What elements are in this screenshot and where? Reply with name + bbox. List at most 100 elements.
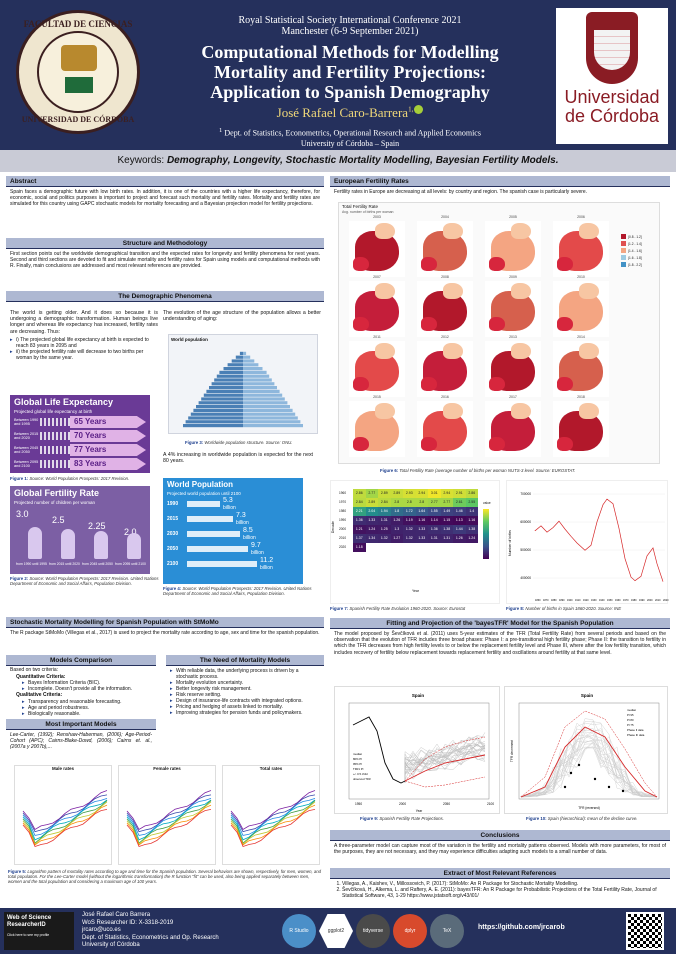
heatmap-cell: 1.32 — [403, 525, 416, 534]
tool-logo-icon: tidyverse — [356, 914, 390, 948]
heatmap-cell: 1.36 — [353, 516, 366, 525]
pyramid-bar-male — [240, 352, 243, 355]
left-column: Abstract Spain faces a demographic futur… — [6, 176, 324, 302]
plot-frame — [519, 703, 659, 799]
people-icon — [40, 418, 70, 426]
heatmap-cell — [378, 543, 391, 552]
heatmap-cell: 1.33 — [416, 534, 429, 543]
wp-bar — [187, 531, 240, 537]
wp-unit: billion — [251, 550, 264, 556]
heatmap-cell: 1.94 — [378, 507, 391, 516]
heatmap-cell: 1.38 — [466, 525, 479, 534]
faculty-seal-logo: FACULTAD DE CIENCIAS UNIVERSIDAD DE CÓRD… — [16, 10, 140, 134]
pyramid-bar-female — [243, 356, 250, 359]
tool-logo-icon: dplyr — [393, 914, 427, 948]
heatmap-cell: 1.64 — [416, 507, 429, 516]
map-region — [579, 343, 599, 359]
lower-pi-line — [405, 777, 485, 787]
fig5-text: Logarithm pattern of mortality rates acc… — [8, 869, 321, 884]
gle-value: 77 Years — [70, 444, 146, 456]
heatmap-cell: 1.33 — [416, 525, 429, 534]
european-intro: Fertility rates in Europe are decreasing… — [330, 187, 670, 197]
wp-unit: billion — [260, 565, 273, 571]
legend-label: (1.2 - 1.4] — [628, 242, 642, 246]
pyramid-bar-female — [243, 375, 269, 378]
fig1-text: Source: World Population Prospects: 2017… — [29, 476, 129, 481]
wos-line-3[interactable]: Click here to see my profile — [7, 932, 71, 939]
heatmap-cell: 2.21 — [353, 507, 366, 516]
fig10-text: Spain (hierarchical): mean of the declin… — [548, 816, 638, 821]
fig8-text: Number of births in Spain 1860-2020. Sou… — [525, 606, 621, 611]
tfr-xtick: 2000 — [399, 802, 406, 806]
github-link[interactable]: https://github.com/jrcarob — [478, 924, 608, 931]
births-xtick: 1970 — [623, 599, 629, 602]
gfr-column: 2.5 from 2015 until 2020 — [49, 505, 81, 573]
pyramid-bar-male — [232, 359, 243, 362]
qr-code-icon[interactable] — [626, 912, 664, 950]
heatmap-cell: 1.33 — [366, 516, 379, 525]
wp-unit: billion — [243, 535, 256, 541]
map-region — [489, 377, 505, 391]
map-year: 2017 — [485, 395, 541, 399]
footer-dept-1: Dept. of Statistics, Econometrics and Op… — [82, 935, 282, 943]
map-region — [557, 437, 573, 451]
heatmap-cell: 2.04 — [366, 507, 379, 516]
tfr-trajectory — [405, 736, 485, 783]
figure-6-caption: Figure 6: Total Fertility Rate (average … — [380, 468, 660, 473]
pyramid-bar-male — [209, 386, 243, 389]
heatmap-decade-label: 1970 — [339, 498, 353, 507]
europe-map: 2005 — [485, 221, 541, 277]
wp-title: World Population — [163, 478, 303, 491]
wp-bar — [187, 501, 220, 507]
europe-map: 2010 — [553, 281, 609, 337]
wp-value-block: 5.3 billion — [223, 497, 236, 512]
fig6-text: Total Fertility Rate (average number of … — [399, 468, 575, 473]
europe-map: 2008 — [417, 281, 473, 337]
heatmap-cell: 2.86 — [466, 489, 479, 498]
heatmap-cell: 1.4 — [466, 507, 479, 516]
uco-logo-text: Universidad de Córdoba — [556, 88, 668, 126]
wos-researcherid-badge[interactable]: Web of Science ResearcherID Click here t… — [4, 912, 74, 950]
gfr-title: Global Fertility Rate — [10, 486, 150, 500]
europe-map: 2017 — [485, 401, 541, 457]
seal-shield-icon — [65, 77, 93, 93]
wp-year: 1990 — [167, 501, 187, 507]
heatmap-cell: 2.93 — [403, 489, 416, 498]
seal-inner — [37, 31, 119, 113]
mortality-curve — [231, 805, 315, 845]
heatmap-cell: 1.16 — [466, 516, 479, 525]
phase-data-point — [570, 772, 572, 774]
heatmap-cell: 1.38 — [441, 525, 454, 534]
world-population-infographic: World Population Projected world populat… — [163, 478, 303, 584]
demographic-intro-text: The world is getting older. And it does … — [10, 310, 158, 335]
heatmap-cell: 2.94 — [441, 489, 454, 498]
phase-data-point — [564, 786, 566, 788]
legend-swatch — [621, 262, 626, 267]
births-xtick: 1960 — [615, 599, 621, 602]
pyramid-bar-female — [243, 386, 277, 389]
gle-period: Between 2095 and 2100 — [14, 460, 40, 468]
heatmap-cell: 1.49 — [441, 507, 454, 516]
bayes-text: The model proposed by Ševčíková et al. (… — [330, 629, 670, 683]
europe-map: 2003 — [349, 221, 405, 277]
births-xtick: 1860 — [535, 599, 541, 602]
seal-emblem-icon — [61, 45, 97, 71]
footer-wos-id: WoS Researcher ID: X-3318-2019 — [82, 920, 282, 928]
mortality-rate-plot: Total rates — [222, 765, 320, 865]
map-year: 2007 — [349, 275, 405, 279]
heatmap-cell: 2.8 — [416, 498, 429, 507]
births-xtick: 2000 — [647, 599, 653, 602]
tool-logo-icon: R Studio — [282, 914, 316, 948]
maps-subtitle: Avg. number of births per woman — [339, 210, 659, 214]
bayes-section: Fitting and Projection of the 'bayesTFR'… — [330, 618, 670, 830]
map-region — [421, 437, 437, 451]
tfr-xlabel: Year — [416, 809, 423, 813]
orcid-icon[interactable] — [414, 105, 423, 114]
structure-heading: Structure and Methodology — [6, 238, 324, 249]
footer-email[interactable]: jrcaro@uco.es — [82, 927, 282, 935]
plot-frame — [349, 703, 489, 799]
decline-trajectory — [521, 729, 657, 798]
tfr-plot-title: Spain — [412, 693, 425, 698]
gle-subtitle: Projected global life expectancy at birt… — [10, 409, 150, 414]
figure-9-caption: Figure 9: Spanish Fertility Rate Project… — [360, 816, 500, 821]
